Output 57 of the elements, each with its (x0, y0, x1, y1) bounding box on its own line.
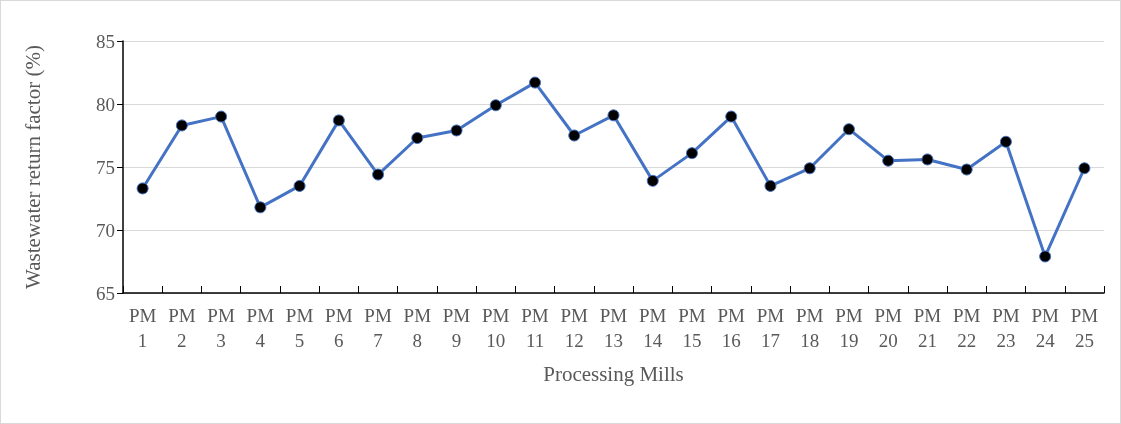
x-tick-label: PM 6 (325, 305, 353, 351)
x-tick-label: PM 20 (874, 305, 903, 351)
x-tick-label: PM 3 (207, 305, 235, 351)
point (685, 147, 698, 160)
y-tick-label: 65 (96, 282, 115, 304)
point (293, 179, 306, 192)
point (1078, 162, 1091, 175)
x-tick-label: PM 9 (442, 305, 471, 351)
x-tick-label: PM 21 (913, 305, 942, 351)
point (764, 179, 777, 192)
x-tick-label: PM 18 (795, 305, 824, 351)
point (215, 110, 228, 123)
x-tick-label: PM 1 (128, 305, 157, 351)
x-tick-label: PM 14 (639, 305, 667, 351)
point (842, 123, 855, 136)
point (803, 162, 816, 175)
x-tick-label: PM 12 (560, 305, 589, 351)
point (725, 110, 738, 123)
point (411, 132, 424, 145)
y-tick-label: 80 (96, 93, 115, 115)
x-tick-label: PM 2 (168, 305, 196, 351)
x-tick-label: PM 5 (285, 305, 314, 351)
x-tick-label: PM 8 (403, 305, 432, 351)
y-tick-label: 85 (96, 30, 115, 52)
point (136, 182, 149, 195)
x-tick-label: PM 4 (246, 305, 275, 351)
point (646, 174, 659, 187)
point (529, 76, 542, 89)
x-tick-label: PM 13 (599, 305, 628, 351)
x-tick-label: PM 22 (952, 305, 981, 351)
y-tick-label: 75 (96, 156, 115, 178)
x-tick-label: PM 25 (1070, 305, 1099, 351)
point (372, 168, 385, 181)
x-tick-label: PM 11 (521, 305, 549, 351)
point (450, 124, 463, 137)
point (960, 163, 973, 176)
point (1039, 250, 1052, 263)
point (332, 114, 345, 127)
x-tick-label: PM 15 (678, 305, 706, 351)
point (921, 153, 934, 166)
x-tick-label: PM 24 (1031, 305, 1059, 351)
point (607, 109, 620, 122)
x-tick-label: PM 7 (364, 305, 392, 351)
x-tick-label: PM 10 (482, 305, 510, 351)
point (568, 129, 581, 142)
point (175, 119, 188, 132)
x-axis-title: Processing Mills (543, 361, 684, 386)
x-tick-label: PM 23 (992, 305, 1020, 351)
point (489, 99, 502, 112)
x-tick-label: PM 16 (717, 305, 746, 351)
y-axis-title: Wastewater return factor (%) (20, 45, 45, 289)
point (882, 154, 895, 167)
y-tick-label: 70 (96, 219, 115, 241)
x-tick-label: PM 19 (835, 305, 863, 351)
point (254, 201, 267, 214)
x-tick-label: PM 17 (756, 305, 785, 351)
point (999, 135, 1012, 148)
